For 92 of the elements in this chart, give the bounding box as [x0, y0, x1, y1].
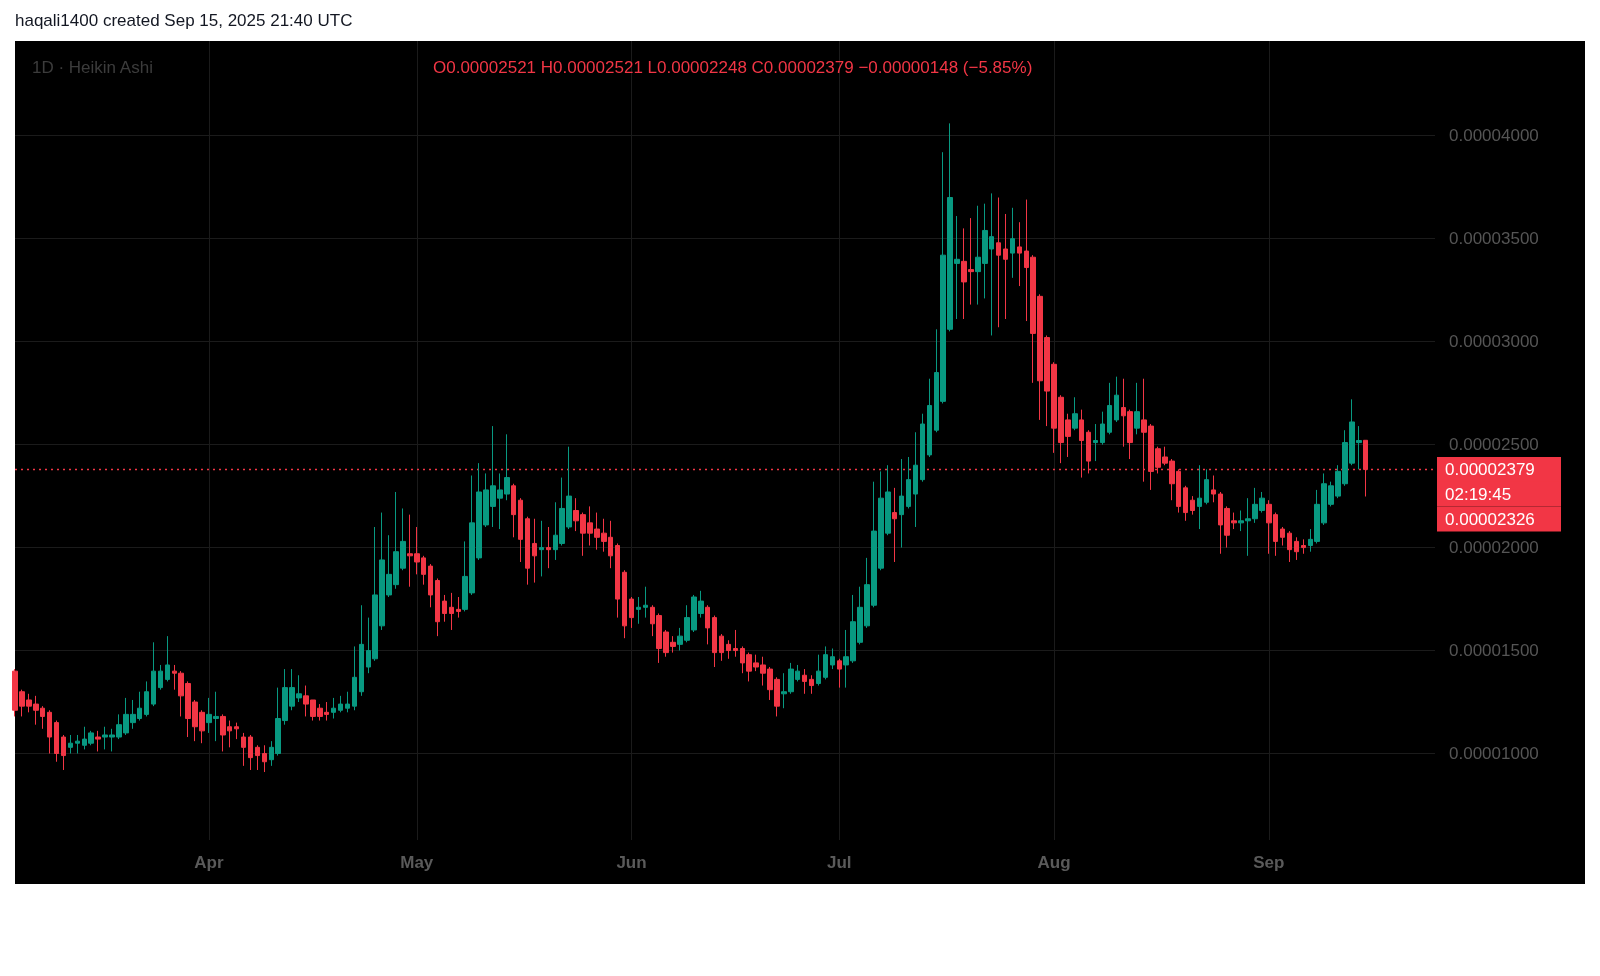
- candlestick: [719, 633, 724, 662]
- ref-line-label: 0.00002379: [1445, 460, 1535, 480]
- candlestick: [61, 734, 66, 771]
- candlestick: [1211, 475, 1216, 503]
- candlestick: [823, 645, 828, 680]
- candlestick: [456, 596, 461, 619]
- candlestick: [435, 577, 440, 637]
- candlestick: [705, 604, 710, 645]
- candlestick: [532, 518, 537, 584]
- candlestick: [1134, 382, 1140, 435]
- candlestick: [518, 497, 523, 563]
- x-tick-label: Jul: [827, 853, 852, 872]
- candlestick: [726, 639, 731, 660]
- x-tick-label: Aug: [1037, 853, 1071, 872]
- candlestick: [68, 734, 73, 755]
- y-tick-label: 0.00002000: [1449, 538, 1539, 558]
- candlestick: [809, 674, 814, 695]
- candlestick: [1280, 526, 1285, 547]
- candlestick: [1204, 468, 1209, 505]
- candlestick: [1294, 536, 1299, 561]
- candlestick: [75, 734, 80, 755]
- candlestick: [1114, 376, 1119, 423]
- text: 02:19:45: [1445, 484, 1512, 504]
- candlestick: [144, 680, 149, 717]
- candlestick: [996, 197, 1001, 328]
- candlestick: [920, 413, 925, 483]
- candlestick: [151, 641, 156, 707]
- x-tick-label: May: [400, 853, 434, 872]
- candlestick: [95, 730, 101, 752]
- candlestick: [1093, 423, 1098, 462]
- candlestick: [629, 596, 634, 629]
- candlestick: [802, 668, 807, 695]
- candlestick: [248, 734, 253, 771]
- y-tick-label: 0.00001000: [1449, 744, 1539, 764]
- candlestick: [442, 594, 447, 623]
- text: haqali1400 created Sep 15, 2025 21:40 UTC: [15, 11, 353, 30]
- candlestick: [1363, 439, 1368, 498]
- candlestick: [1287, 530, 1292, 563]
- candlestick: [1100, 411, 1105, 446]
- candlestick: [165, 635, 170, 682]
- candlestick: [712, 615, 717, 668]
- candlestick: [1003, 213, 1008, 320]
- candlestick: [643, 586, 648, 619]
- candlestick: [816, 654, 821, 687]
- candlestick: [615, 542, 620, 619]
- x-tick-label: Jun: [616, 853, 647, 872]
- text: O0.00002521 H0.00002521 L0.00002248 C0.00002379 −0.00000148 (−5.85%): [433, 58, 1033, 77]
- y-tick-label: 0.00003500: [1449, 229, 1539, 249]
- candlestick: [1010, 207, 1015, 279]
- y-tick-label: 0.00001500: [1449, 641, 1539, 661]
- y-tick-label: 0.00003000: [1449, 332, 1539, 352]
- candlestick: [54, 720, 59, 763]
- candlestick: [428, 563, 433, 608]
- candlestick: [913, 431, 918, 528]
- candlestick: [262, 744, 267, 773]
- candlestick: [1301, 538, 1306, 555]
- candlestick: [331, 697, 336, 719]
- candlestick: [449, 592, 454, 631]
- candlestick: [899, 458, 904, 549]
- candlestick: [345, 691, 350, 713]
- y-tick-label: 0.00004000: [1449, 126, 1539, 146]
- candlestick: [1017, 221, 1022, 287]
- y-tick-label: 0.00002500: [1449, 435, 1539, 455]
- candlestick: [525, 516, 530, 586]
- candlestick: [1107, 382, 1112, 435]
- candlestick: [359, 604, 364, 697]
- candlestick: [1183, 485, 1188, 522]
- x-tick-label: Sep: [1253, 853, 1285, 872]
- candlestick: [234, 722, 239, 740]
- candlestick: [338, 695, 343, 713]
- candlestick: [47, 709, 52, 755]
- candlestick: [546, 526, 551, 569]
- candlestick: [1190, 495, 1195, 516]
- candlestick: [1072, 396, 1078, 431]
- candlestick: [830, 647, 835, 670]
- text: 0.00002326: [1445, 509, 1535, 529]
- x-tick-label: Apr: [194, 853, 224, 872]
- candlestick: [158, 664, 163, 691]
- candlestick: [539, 520, 544, 577]
- candlestick: [892, 487, 897, 563]
- candlestick: [636, 596, 641, 625]
- candlestick: [255, 744, 260, 771]
- candlestick: [837, 658, 842, 689]
- candlestick: [733, 629, 738, 658]
- text: 1D · Heikin Ashi: [32, 58, 153, 77]
- candlestick: [1197, 464, 1202, 530]
- candlestick: [622, 569, 627, 639]
- candlestick: [241, 732, 246, 767]
- candlestick: [906, 456, 911, 509]
- candlestick: [927, 378, 932, 458]
- candlestick: [511, 483, 516, 538]
- candlestick: [352, 645, 357, 711]
